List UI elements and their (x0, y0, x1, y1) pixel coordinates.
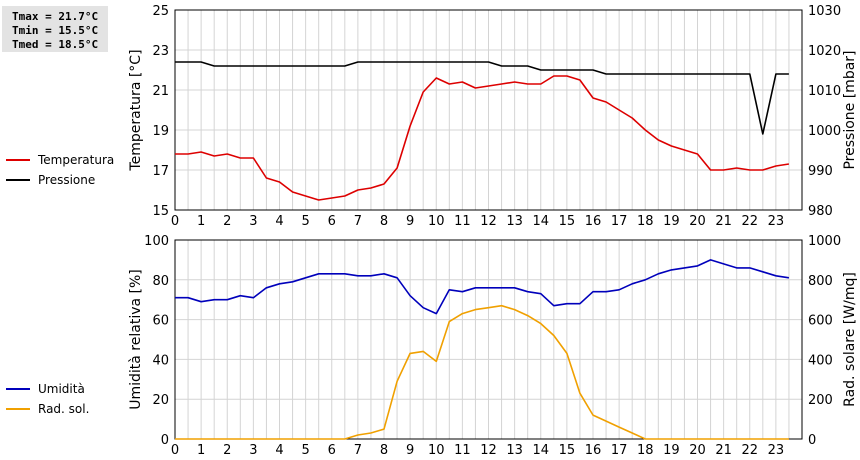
y-tick-label-left: 19 (152, 124, 169, 139)
x-tick-label: 1 (197, 443, 205, 458)
chart-panel-2: 0 1 2 3 4 5 6 7 8 9 10 11 12 13 14 15 16 17 18 19 20 21 22 2302… (6, 234, 858, 458)
x-tick-label: 23 (768, 214, 785, 229)
y-tick-label-left: 23 (152, 44, 169, 59)
x-tick-label: 19 (663, 214, 680, 229)
x-tick-label: 16 (585, 214, 602, 229)
legend-label: Temperatura (37, 153, 114, 167)
x-tick-label: 11 (454, 443, 471, 458)
x-tick-label: 11 (454, 214, 471, 229)
y-tick-label-right: 400 (808, 353, 833, 368)
y-axis-title-right: Rad. solare [W/mq] (842, 272, 858, 407)
x-tick-label: 1 (197, 214, 205, 229)
x-tick-label: 16 (585, 443, 602, 458)
y-tick-label-left: 60 (152, 314, 169, 329)
y-tick-label-right: 600 (808, 314, 833, 329)
tmax-text: Tmax = 21.7°C (12, 10, 99, 23)
x-tick-label: 22 (741, 214, 758, 229)
x-tick-label: 10 (428, 214, 445, 229)
legend-label: Umidità (38, 382, 85, 396)
x-tick-label: 13 (506, 443, 523, 458)
x-tick-label: 4 (275, 443, 283, 458)
stats-box: Tmax = 21.7°C Tmin = 15.5°C Tmed = 18.5°… (2, 6, 108, 52)
y-tick-label-right: 800 (808, 274, 833, 289)
x-tick-label: 14 (532, 214, 549, 229)
x-tick-label: 20 (689, 443, 706, 458)
y-axis-title-right: Pressione [mbar] (842, 50, 858, 169)
x-tick-label: 12 (480, 214, 497, 229)
x-tick-label: 3 (249, 443, 257, 458)
y-tick-label-left: 20 (152, 393, 169, 408)
x-tick-label: 8 (380, 443, 388, 458)
plot-frame (174, 9, 803, 211)
series-line-1-2 (175, 61, 789, 135)
legend-label: Pressione (38, 173, 95, 187)
x-tick-label: 6 (328, 443, 336, 458)
series-line-2-1 (175, 259, 790, 315)
y-tick-label-left: 21 (152, 84, 169, 99)
x-tick-label: 13 (506, 214, 523, 229)
x-tick-label: 3 (249, 214, 257, 229)
y-tick-label-left: 0 (161, 433, 169, 448)
x-tick-label: 0 (171, 214, 179, 229)
tmed-text: Tmed = 18.5°C (12, 38, 99, 51)
x-tick-label: 12 (480, 443, 497, 458)
y-axis-title-left: Temperatura [°C] (128, 49, 144, 171)
x-tick-label: 7 (354, 443, 362, 458)
x-tick-label: 8 (380, 214, 388, 229)
x-tick-label: 21 (715, 443, 732, 458)
y-axis-title-left: Umidità relativa [%] (128, 269, 144, 410)
x-tick-label: 19 (663, 443, 680, 458)
x-tick-label: 6 (328, 214, 336, 229)
y-tick-label-left: 100 (144, 234, 169, 249)
x-tick-label: 7 (354, 214, 362, 229)
x-tick-label: 10 (428, 443, 445, 458)
x-tick-label: 18 (637, 443, 654, 458)
x-tick-label: 18 (637, 214, 654, 229)
plot-frame (174, 239, 803, 440)
x-tick-label: 23 (768, 443, 785, 458)
x-tick-label: 14 (532, 443, 549, 458)
y-tick-label-right: 1000 (808, 234, 841, 249)
series-line-2-2 (175, 304, 789, 440)
chart-panel-1: 0 1 2 3 4 5 6 7 8 9 10 11 12 13 14 15 16 17 18 19 20 21 22 2315… (6, 4, 858, 229)
tmin-text: Tmin = 15.5°C (12, 24, 99, 37)
y-tick-label-right: 1010 (808, 84, 841, 99)
y-tick-label-right: 200 (808, 393, 833, 408)
y-tick-label-left: 15 (152, 204, 169, 219)
y-tick-label-right: 980 (808, 204, 833, 219)
x-tick-label: 5 (301, 214, 309, 229)
x-tick-label: 22 (741, 443, 758, 458)
y-tick-label-right: 1000 (808, 124, 841, 139)
y-tick-label-left: 25 (152, 4, 169, 19)
legend-label: Rad. sol. (38, 402, 89, 416)
x-tick-label: 17 (611, 214, 628, 229)
x-tick-label: 0 (171, 443, 179, 458)
x-tick-label: 21 (715, 214, 732, 229)
y-tick-label-left: 80 (152, 274, 169, 289)
y-tick-label-right: 0 (808, 433, 816, 448)
y-tick-label-right: 990 (808, 164, 833, 179)
x-tick-label: 15 (559, 443, 576, 458)
series-line-1-1 (175, 75, 790, 201)
x-tick-label: 2 (223, 443, 231, 458)
x-tick-label: 5 (301, 443, 309, 458)
x-tick-label: 15 (559, 214, 576, 229)
x-tick-label: 20 (689, 214, 706, 229)
x-tick-label: 9 (406, 214, 414, 229)
y-tick-label-left: 17 (152, 164, 169, 179)
y-tick-label-left: 40 (152, 353, 169, 368)
x-tick-label: 2 (223, 214, 231, 229)
x-tick-label: 4 (275, 214, 283, 229)
y-tick-label-right: 1020 (808, 44, 841, 59)
x-tick-label: 17 (611, 443, 628, 458)
y-tick-label-right: 1030 (808, 4, 841, 19)
x-tick-label: 9 (406, 443, 414, 458)
